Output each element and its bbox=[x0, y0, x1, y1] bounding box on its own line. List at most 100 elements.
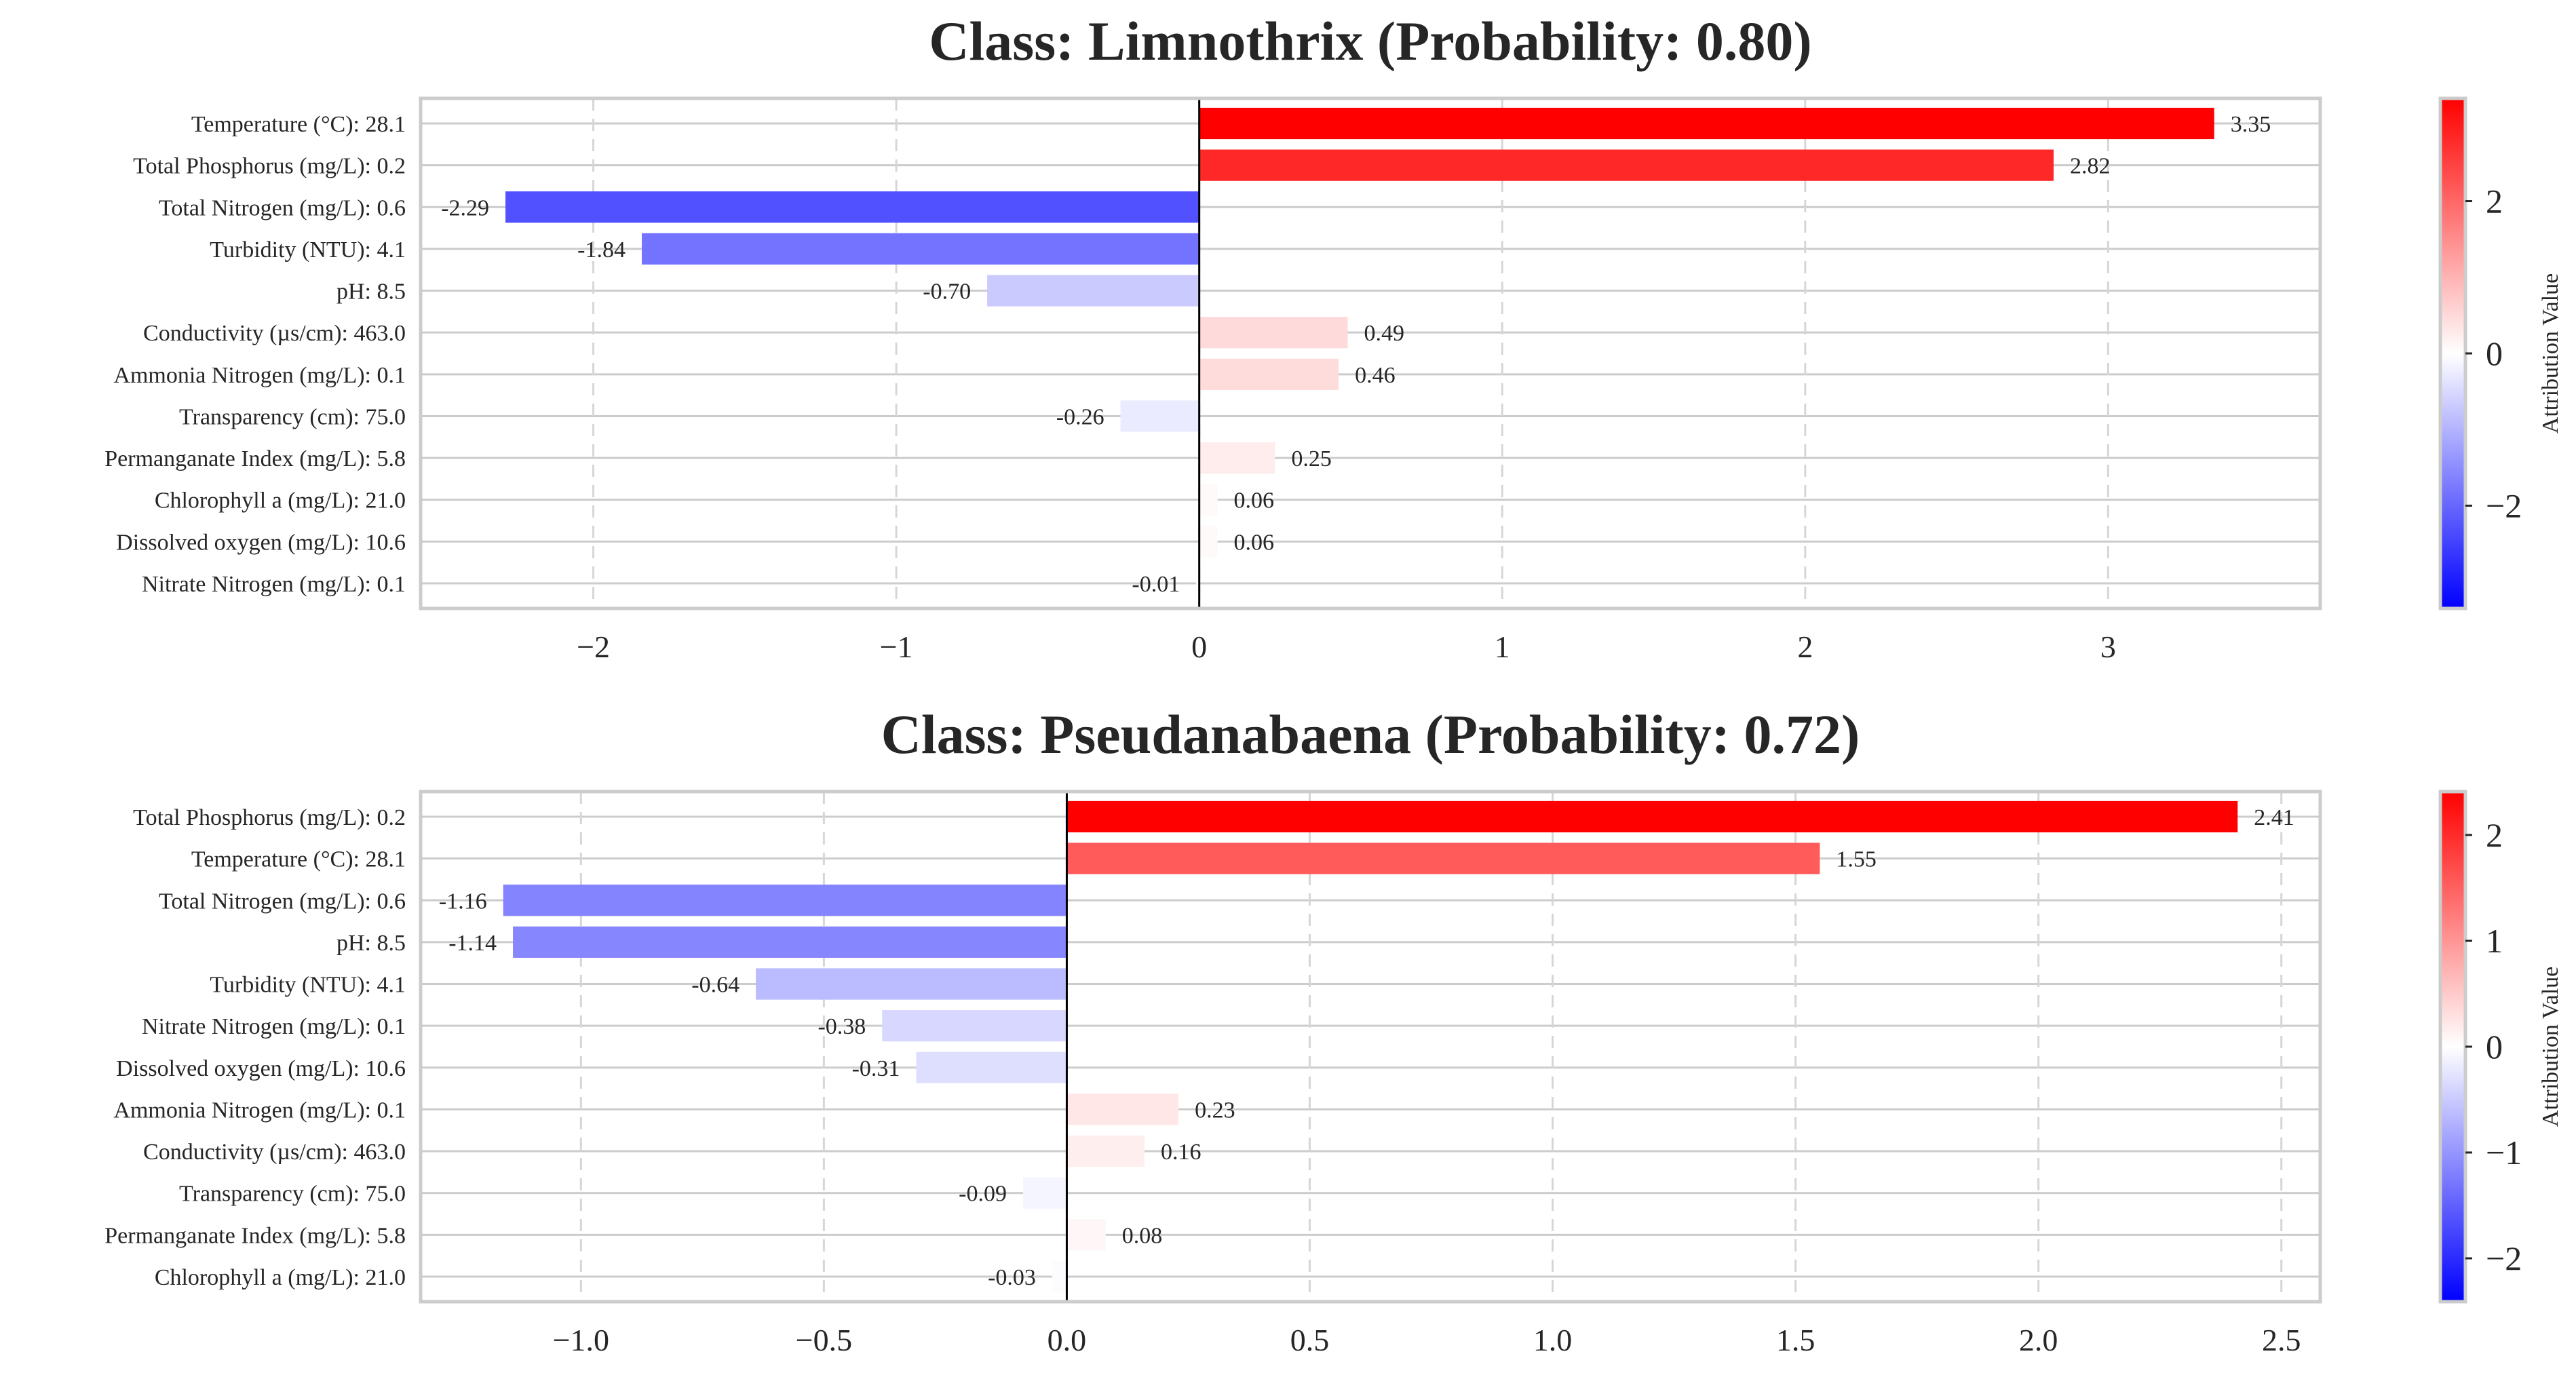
value-label: 0.49 bbox=[1364, 321, 1405, 346]
category-label: Chlorophyll a (mg/L): 21.0 bbox=[155, 488, 406, 513]
bar bbox=[503, 885, 1067, 916]
x-tick-label: −1.0 bbox=[553, 1323, 609, 1357]
value-label: 2.41 bbox=[2254, 805, 2294, 830]
bar bbox=[505, 191, 1199, 223]
bar bbox=[1199, 526, 1218, 558]
category-label: Temperature (°C): 28.1 bbox=[191, 847, 406, 872]
value-label: 0.23 bbox=[1195, 1098, 1235, 1123]
x-tick-label: 0.5 bbox=[1290, 1323, 1330, 1357]
category-label: Total Phosphorus (mg/L): 0.2 bbox=[133, 154, 406, 179]
category-label: Conductivity (µs/cm): 463.0 bbox=[143, 1140, 406, 1165]
value-label: -2.29 bbox=[441, 195, 489, 220]
value-label: -0.09 bbox=[959, 1182, 1007, 1207]
x-tick-label: 1.0 bbox=[1533, 1323, 1573, 1357]
category-label: Permanganate Index (mg/L): 5.8 bbox=[104, 1223, 406, 1248]
colorbar-label: Attribution Value bbox=[2538, 967, 2563, 1127]
category-label: Turbidity (NTU): 4.1 bbox=[210, 973, 406, 998]
value-label: -0.70 bbox=[923, 279, 971, 305]
colorbar bbox=[2438, 96, 2467, 610]
x-tick-label: −0.5 bbox=[796, 1323, 852, 1357]
value-label: 1.55 bbox=[1836, 847, 1877, 872]
x-tick-label: 2 bbox=[1797, 629, 1813, 664]
value-label: -0.01 bbox=[1132, 572, 1180, 597]
bar bbox=[1022, 1177, 1067, 1209]
value-label: -1.14 bbox=[448, 931, 497, 956]
category-label: Temperature (°C): 28.1 bbox=[191, 112, 406, 137]
value-label: -0.64 bbox=[691, 973, 739, 998]
bar bbox=[1199, 484, 1218, 516]
colorbar-label: Attribution Value bbox=[2538, 273, 2563, 433]
x-tick-label: 2.0 bbox=[2019, 1323, 2058, 1357]
value-label: 0.46 bbox=[1355, 363, 1396, 388]
bar bbox=[1199, 442, 1275, 474]
x-tick-label: −2 bbox=[577, 629, 610, 664]
chart-title: Class: Limnothrix (Probability: 0.80) bbox=[929, 10, 1811, 72]
x-tick-label: 3 bbox=[2100, 629, 2116, 664]
colorbar-tick-label: −2 bbox=[2486, 1239, 2522, 1277]
plot-frame bbox=[419, 96, 2322, 610]
value-label: 0.06 bbox=[1233, 488, 1274, 513]
bar bbox=[987, 275, 1199, 307]
x-tick-label: 2.5 bbox=[2262, 1323, 2301, 1357]
bar bbox=[1066, 842, 1820, 874]
category-label: Total Nitrogen (mg/L): 0.6 bbox=[159, 889, 406, 914]
category-label: Turbidity (NTU): 4.1 bbox=[210, 237, 406, 263]
bar bbox=[1199, 358, 1339, 390]
bar bbox=[882, 1010, 1067, 1042]
x-tick-label: −1 bbox=[880, 629, 913, 664]
bar bbox=[513, 926, 1067, 958]
category-label: Nitrate Nitrogen (mg/L): 0.1 bbox=[142, 572, 406, 597]
category-label: pH: 8.5 bbox=[337, 279, 406, 305]
chart-title: Class: Pseudanabaena (Probability: 0.72) bbox=[881, 703, 1860, 765]
bar bbox=[1066, 800, 2238, 833]
category-label: Transparency (cm): 75.0 bbox=[179, 404, 406, 429]
colorbar bbox=[2438, 790, 2467, 1304]
bar bbox=[916, 1051, 1067, 1083]
value-label: 2.82 bbox=[2070, 154, 2111, 179]
bar bbox=[1066, 1093, 1179, 1125]
category-label: Nitrate Nitrogen (mg/L): 0.1 bbox=[142, 1014, 406, 1039]
category-label: Total Phosphorus (mg/L): 0.2 bbox=[133, 805, 406, 830]
chart-panel-1: Class: Limnothrix (Probability: 0.80) Tem… bbox=[104, 10, 2563, 664]
value-label: 0.16 bbox=[1161, 1140, 1202, 1165]
value-label: -0.03 bbox=[988, 1265, 1036, 1290]
bar bbox=[1066, 1219, 1106, 1251]
value-label: -0.38 bbox=[818, 1014, 866, 1039]
category-label: Transparency (cm): 75.0 bbox=[179, 1182, 406, 1207]
category-label: pH: 8.5 bbox=[337, 931, 406, 956]
plot-frame bbox=[419, 790, 2322, 1304]
chart-panel-2: Class: Pseudanabaena (Probability: 0.72)… bbox=[104, 703, 2563, 1357]
category-label: Chlorophyll a (mg/L): 21.0 bbox=[155, 1265, 406, 1290]
category-label: Dissolved oxygen (mg/L): 10.6 bbox=[116, 1056, 406, 1081]
colorbar-tick-label: −1 bbox=[2486, 1133, 2522, 1171]
colorbar-tick-label: 2 bbox=[2486, 182, 2503, 220]
bar bbox=[1120, 400, 1199, 432]
value-label: -1.16 bbox=[439, 889, 487, 914]
colorbar-tick-label: 1 bbox=[2486, 922, 2503, 960]
category-label: Permanganate Index (mg/L): 5.8 bbox=[104, 446, 406, 471]
colorbar-tick-label: −2 bbox=[2486, 486, 2522, 524]
bar bbox=[1052, 1260, 1067, 1293]
value-label: 3.35 bbox=[2231, 112, 2271, 137]
bar bbox=[1199, 107, 2214, 140]
bar bbox=[641, 233, 1199, 265]
category-label: Ammonia Nitrogen (mg/L): 0.1 bbox=[113, 363, 406, 388]
colorbar-tick-label: 0 bbox=[2486, 1028, 2503, 1066]
bar bbox=[1196, 567, 1199, 600]
category-label: Ammonia Nitrogen (mg/L): 0.1 bbox=[113, 1098, 406, 1123]
x-tick-label: 0 bbox=[1191, 629, 1207, 664]
x-tick-label: 0.0 bbox=[1047, 1323, 1087, 1357]
colorbar-tick-label: 2 bbox=[2486, 816, 2503, 854]
value-label: -1.84 bbox=[577, 237, 626, 263]
x-tick-label: 1 bbox=[1495, 629, 1510, 664]
value-label: -0.31 bbox=[852, 1056, 900, 1081]
category-label: Dissolved oxygen (mg/L): 10.6 bbox=[116, 530, 406, 555]
value-label: -0.26 bbox=[1056, 404, 1104, 429]
bar bbox=[1066, 1135, 1145, 1167]
value-label: 0.06 bbox=[1233, 530, 1274, 555]
category-label: Conductivity (µs/cm): 463.0 bbox=[143, 321, 406, 346]
bar bbox=[1199, 317, 1348, 349]
value-label: 0.25 bbox=[1291, 446, 1332, 471]
value-label: 0.08 bbox=[1122, 1223, 1163, 1248]
